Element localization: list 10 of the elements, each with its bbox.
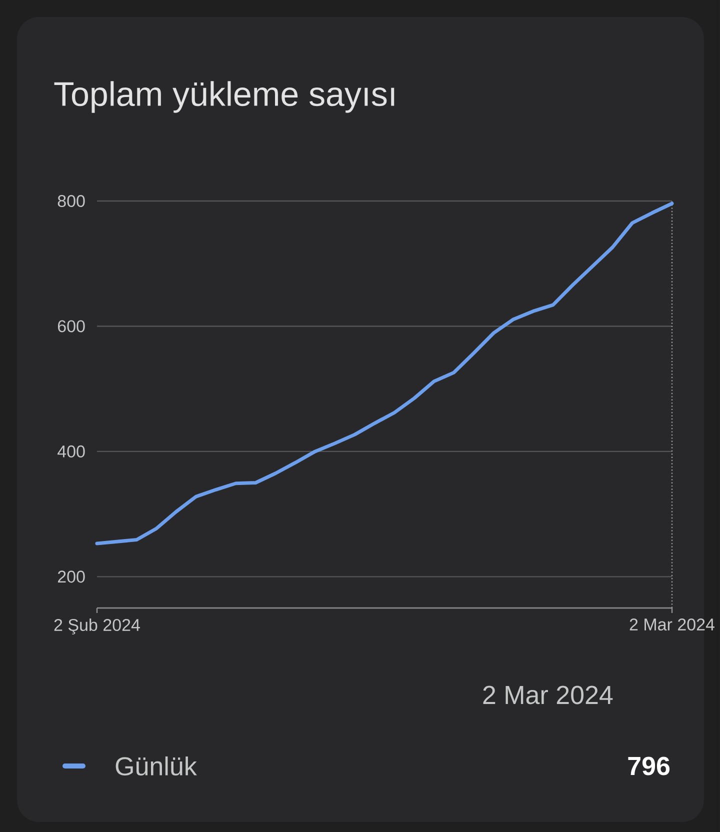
y-tick-label: 800 xyxy=(58,194,85,208)
x-tick-label: 2 Şub 2024 xyxy=(54,618,140,634)
text: 2 Mar 2024 xyxy=(483,686,613,704)
chart-title: Toplam yükleme sayısı xyxy=(54,81,394,113)
y-tick-label: 600 xyxy=(58,320,85,332)
line-series xyxy=(95,202,674,546)
y-tick-label: 200 xyxy=(58,570,85,583)
text: 796 xyxy=(628,756,670,776)
legend-label: Günlük xyxy=(116,756,197,776)
y-tick-label: 400 xyxy=(58,445,85,458)
